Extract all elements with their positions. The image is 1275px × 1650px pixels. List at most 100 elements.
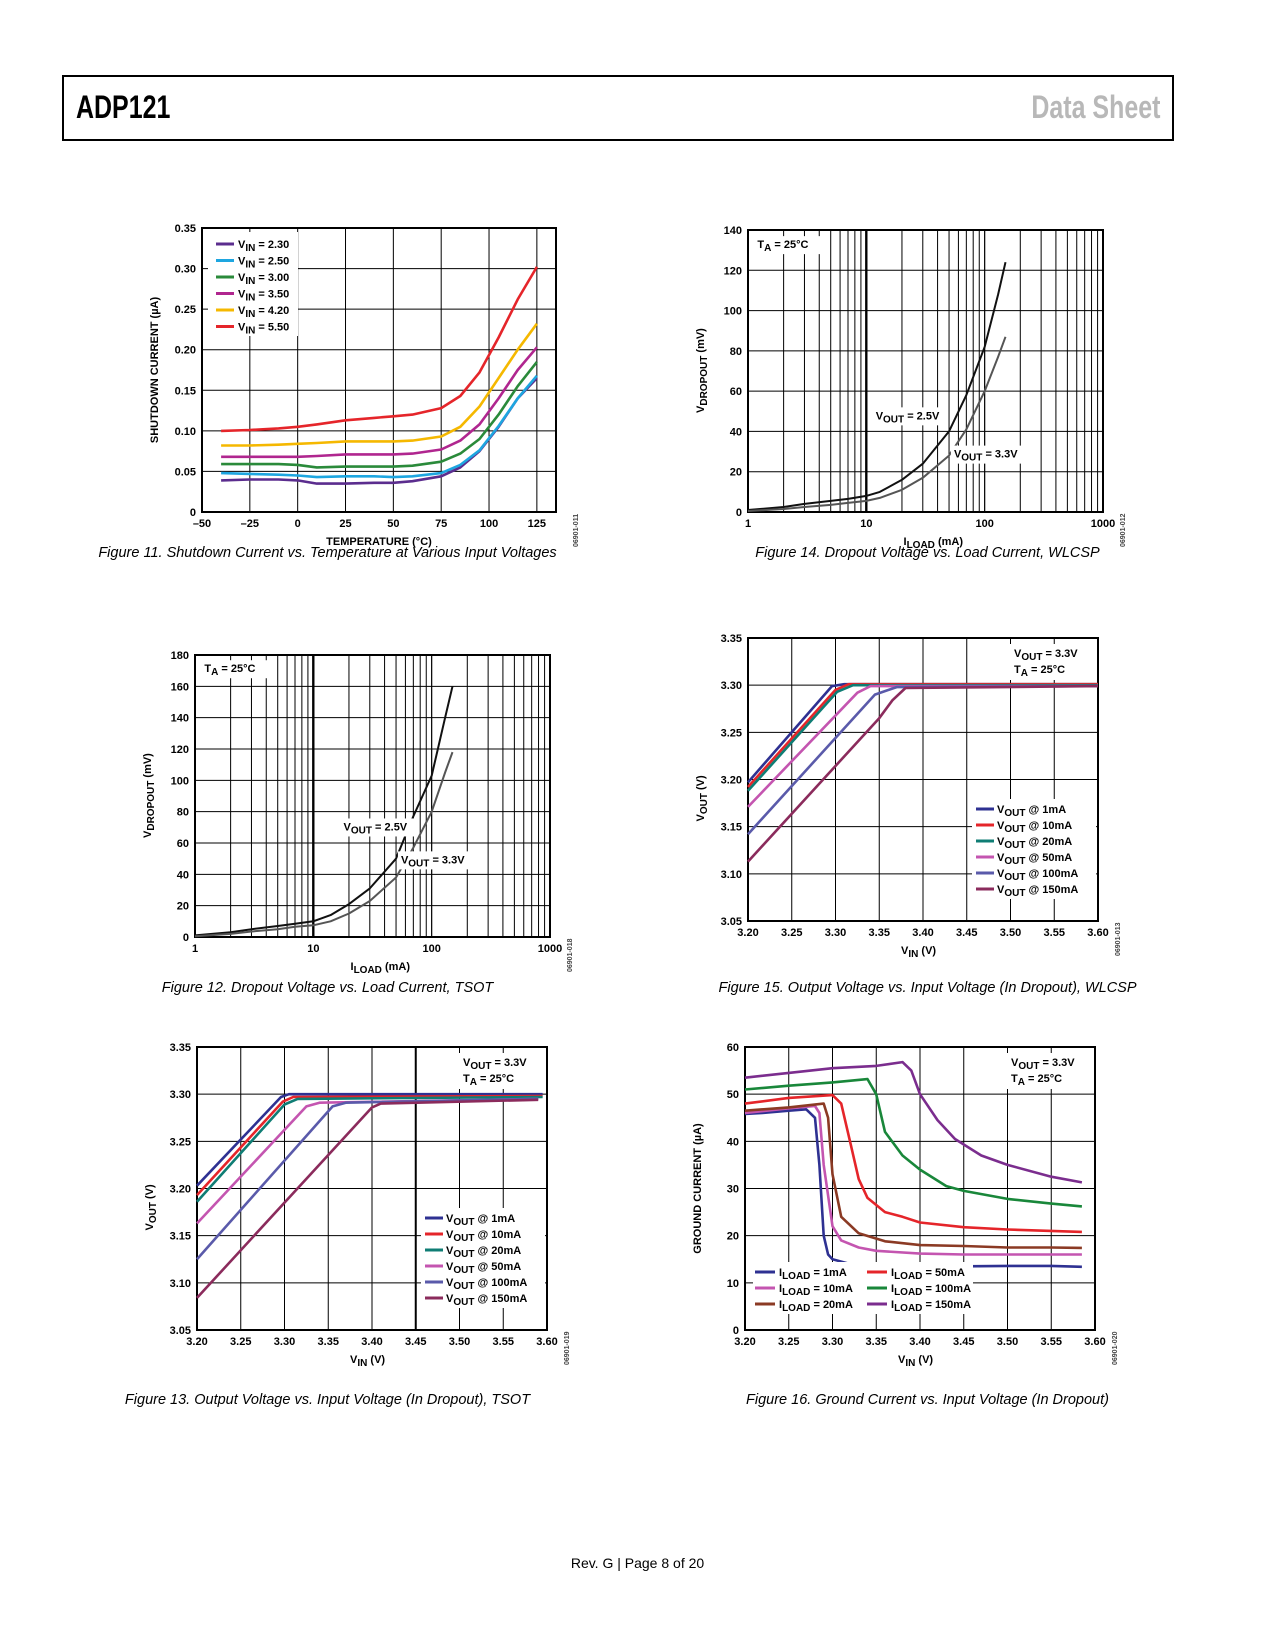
x-tick-label: 100 [422, 943, 440, 955]
condition-ta: TA = 25°C [463, 1073, 514, 1088]
x-axis-label: ILOAD (mA) [351, 961, 411, 976]
y-axis-label: GROUND CURRENT (µA) [692, 1123, 704, 1254]
legend-label: ILOAD = 150mA [891, 1299, 971, 1314]
y-tick-label: 0.25 [175, 304, 196, 316]
condition-vout: VOUT = 3.3V [1014, 648, 1078, 663]
x-tick-label: 3.30 [822, 1336, 843, 1348]
chart-svg: 0 20 40 60 80 100 120 140 160 180 1 10 100 1000 ILOAD … [142, 650, 574, 976]
x-tick-label: 10 [860, 518, 872, 530]
y-tick-label: 80 [177, 807, 189, 819]
legend-label: VOUT @ 50mA [997, 852, 1072, 867]
doc-type-label: Data Sheet [1030, 89, 1160, 125]
legend-label: VIN = 2.50 [238, 256, 289, 271]
x-tick-label: 125 [528, 518, 546, 530]
page-footer: Rev. G | Page 8 of 20 [570, 1555, 705, 1571]
plot-frame [201, 227, 557, 513]
y-tick-label: 0 [733, 1325, 739, 1337]
y-tick-label: 50 [727, 1089, 739, 1101]
y-tick-label: 10 [727, 1278, 739, 1290]
x-tick-label: 3.30 [274, 1336, 295, 1348]
figure-code: 06901-019 [564, 1331, 571, 1365]
plot-frame [747, 229, 1104, 513]
legend-background [421, 1208, 545, 1308]
x-tick-label: 0 [295, 518, 301, 530]
chart-svg: 3.05 3.10 3.15 3.20 3.25 3.30 3.35 3.20 3.25 3.30… [695, 633, 1122, 960]
y-tick-label: 120 [171, 744, 189, 756]
annotation-background [397, 851, 472, 870]
x-tick-label: 3.45 [956, 927, 977, 939]
y-tick-label: 0.35 [175, 223, 196, 235]
annotation-background [340, 818, 415, 837]
series-line [221, 266, 539, 433]
y-tick-label: 40 [177, 869, 189, 881]
y-tick-label: 140 [171, 713, 189, 725]
plot-frame [194, 654, 551, 938]
legend-label: VOUT @ 150mA [997, 884, 1078, 899]
x-tick-label: 25 [339, 518, 351, 530]
x-tick-label: 1 [745, 518, 751, 530]
x-tick-label: 3.25 [230, 1336, 251, 1348]
y-axis-label-text: VDROPOUT (mV) [142, 753, 157, 838]
series-group [747, 682, 1099, 863]
figure-code: 06901-018 [567, 938, 574, 972]
series-line [221, 322, 538, 447]
y-tick-label: 3.15 [170, 1231, 191, 1243]
x-axis-label: ILOAD (mA) [904, 536, 964, 551]
y-tick-label: 80 [730, 346, 742, 358]
figure-code: 06901-012 [1120, 513, 1127, 547]
series-line [221, 361, 538, 469]
series-line [194, 686, 454, 937]
figure-13: 3.05 3.10 3.15 3.20 3.25 3.30 3.35 3.20 3.25 3.30… [100, 1025, 600, 1405]
annotation: VOUT = 2.5V [876, 410, 940, 425]
page-header: ADP121 Data Sheet [62, 75, 1174, 141]
figure-14: 0 20 40 60 80 100 120 140 1 10 100 1000 ILOAD (mA) VD… [685, 160, 1165, 551]
x-tick-label: 3.25 [778, 1336, 799, 1348]
series-line [744, 1104, 1082, 1256]
y-tick-label: 3.05 [721, 916, 742, 928]
y-tick-label: 0 [736, 507, 742, 519]
figure-15-caption: Figure 15. Output Voltage vs. Input Volt… [718, 980, 1137, 996]
y-axis-label-text: GROUND CURRENT (µA) [692, 1123, 704, 1254]
annotation: VOUT = 2.5V [344, 821, 408, 836]
legend-background [753, 1262, 973, 1314]
legend-label: VIN = 2.30 [238, 239, 289, 254]
x-tick-label: 3.40 [909, 1336, 930, 1348]
x-tick-label: 1 [192, 943, 198, 955]
y-tick-label: 3.25 [721, 727, 742, 739]
x-tick-label: 3.55 [493, 1336, 514, 1348]
condition-ta: TA = 25°C [1014, 664, 1065, 679]
x-tick-label: 100 [480, 518, 498, 530]
series-line [747, 336, 1007, 512]
x-tick-label: 3.40 [361, 1336, 382, 1348]
legend-label: VOUT @ 150mA [446, 1293, 527, 1308]
y-tick-label: 3.05 [170, 1325, 191, 1337]
legend-label: VOUT @ 1mA [997, 804, 1066, 819]
series-line [747, 684, 1099, 863]
figure-15: 3.05 3.10 3.15 3.20 3.25 3.30 3.35 3.20 3.25 3.30… [685, 595, 1165, 975]
series-group [221, 266, 539, 485]
x-tick-label: 100 [975, 518, 993, 530]
legend-label: VOUT @ 10mA [997, 820, 1072, 835]
figure-code: 06901-011 [573, 514, 580, 547]
y-axis-label: VDROPOUT (mV) [695, 328, 710, 413]
series-group [747, 261, 1007, 512]
y-tick-label: 160 [171, 681, 189, 693]
series-line [196, 1097, 539, 1261]
y-tick-label: 0.30 [175, 264, 196, 276]
series-group [744, 1060, 1083, 1269]
plot-frame [744, 1046, 1096, 1331]
figure-13-caption: Figure 13. Output Voltage vs. Input Volt… [124, 1392, 531, 1408]
y-tick-label: 100 [171, 775, 189, 787]
x-tick-label: 3.35 [866, 1336, 887, 1348]
series-line [196, 1098, 539, 1299]
y-tick-label: 40 [727, 1136, 739, 1148]
y-tick-label: 20 [727, 1231, 739, 1243]
legend-label: VOUT @ 1mA [446, 1213, 515, 1228]
condition-vout: VOUT = 3.3V [1011, 1057, 1075, 1072]
y-tick-label: 3.30 [721, 680, 742, 692]
product-title: ADP121 [76, 89, 171, 125]
x-tick-label: 3.20 [737, 927, 758, 939]
series-line [194, 751, 454, 938]
